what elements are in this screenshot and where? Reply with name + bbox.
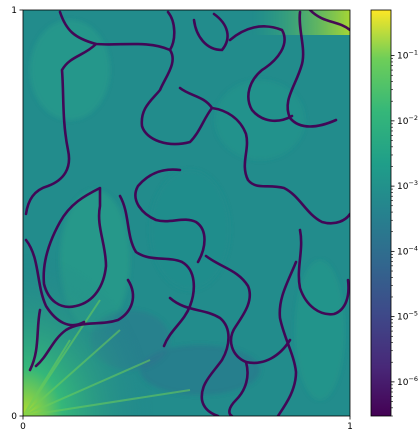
- colorbar-tick-base: 10: [397, 117, 409, 127]
- colorbar-tick-exponent: −3: [408, 179, 418, 187]
- colorbar: [371, 10, 391, 416]
- colorbar-ticks: 10−110−210−310−410−510−6: [391, 49, 418, 417]
- colorbar-tick-base: 10: [397, 182, 409, 192]
- heatmap-field: [23, 10, 350, 416]
- colorbar-tick-base: 10: [397, 247, 409, 257]
- colorbar-tick-exponent: −4: [408, 244, 418, 252]
- colorbar-tick-exponent: −5: [408, 310, 418, 318]
- top-edge-glow: [23, 10, 350, 35]
- colorbar-tick-base: 10: [397, 52, 409, 62]
- colorbar-tick-base: 10: [397, 378, 409, 388]
- contour-lines: [24, 10, 350, 416]
- colorbar-tick-exponent: −1: [408, 49, 418, 57]
- x-tick-label: 0: [20, 422, 26, 432]
- colorbar-frame: [370, 9, 392, 417]
- colorbar-tick-base: 10: [397, 313, 409, 323]
- origin-glow: [23, 10, 350, 416]
- colorbar-tick-label: 10−4: [397, 244, 418, 257]
- y-axis: 01: [11, 6, 23, 422]
- plot-frame: [22, 9, 351, 417]
- colorbar-tick-label: 10−6: [397, 375, 418, 388]
- y-tick-label: 0: [11, 412, 17, 422]
- colorbar-tick-label: 10−2: [397, 114, 418, 127]
- colorbar-tick-exponent: −2: [408, 114, 418, 122]
- origin-rays: [23, 299, 191, 416]
- x-tick-label: 1: [347, 422, 353, 432]
- colorbar-tick-exponent: −6: [408, 375, 418, 383]
- colorbar-tick-label: 10−5: [397, 310, 418, 323]
- y-tick-label: 1: [11, 6, 17, 16]
- colorbar-tick-label: 10−3: [397, 179, 418, 192]
- colorbar-tick-label: 10−1: [397, 49, 418, 62]
